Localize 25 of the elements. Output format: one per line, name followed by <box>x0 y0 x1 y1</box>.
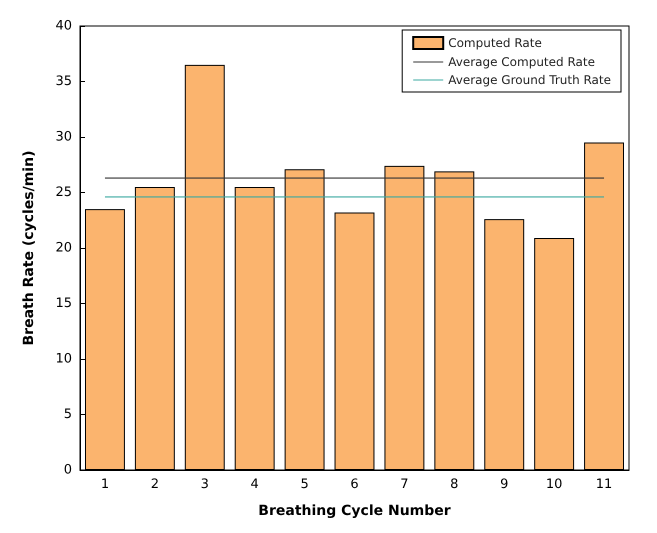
y-tick-label: 10 <box>55 352 72 366</box>
y-tick-label: 0 <box>64 462 72 478</box>
y-tick-label: 30 <box>55 130 72 144</box>
y-tick-label: 25 <box>55 185 72 200</box>
x-tick-label: 8 <box>450 477 458 492</box>
y-tick-label: 35 <box>55 74 72 89</box>
x-tick-label: 9 <box>500 477 508 492</box>
y-tick-label: 20 <box>55 240 72 256</box>
x-tick-label: 4 <box>250 477 259 492</box>
x-tick-label: 10 <box>546 477 562 492</box>
x-tick-label: 6 <box>350 477 359 492</box>
x-axis-title: Breathing Cycle Number <box>258 503 451 519</box>
x-tick-label: 11 <box>596 477 612 492</box>
y-tick-label: 15 <box>55 296 72 311</box>
legend-label: Computed Rate <box>448 36 542 50</box>
legend-label: Average Computed Rate <box>448 55 595 69</box>
x-tick-label: 5 <box>300 477 309 492</box>
y-axis-title: Breath Rate (cycles/min) <box>21 150 37 346</box>
x-tick-label: 1 <box>100 477 110 492</box>
x-tick-label: 7 <box>400 477 409 492</box>
y-tick-label: 5 <box>64 407 72 422</box>
y-tick-label: 40 <box>55 18 72 34</box>
legend-label: Average Ground Truth Rate <box>448 73 612 87</box>
x-tick-label: 3 <box>200 477 209 492</box>
x-tick-label: 2 <box>150 477 160 492</box>
